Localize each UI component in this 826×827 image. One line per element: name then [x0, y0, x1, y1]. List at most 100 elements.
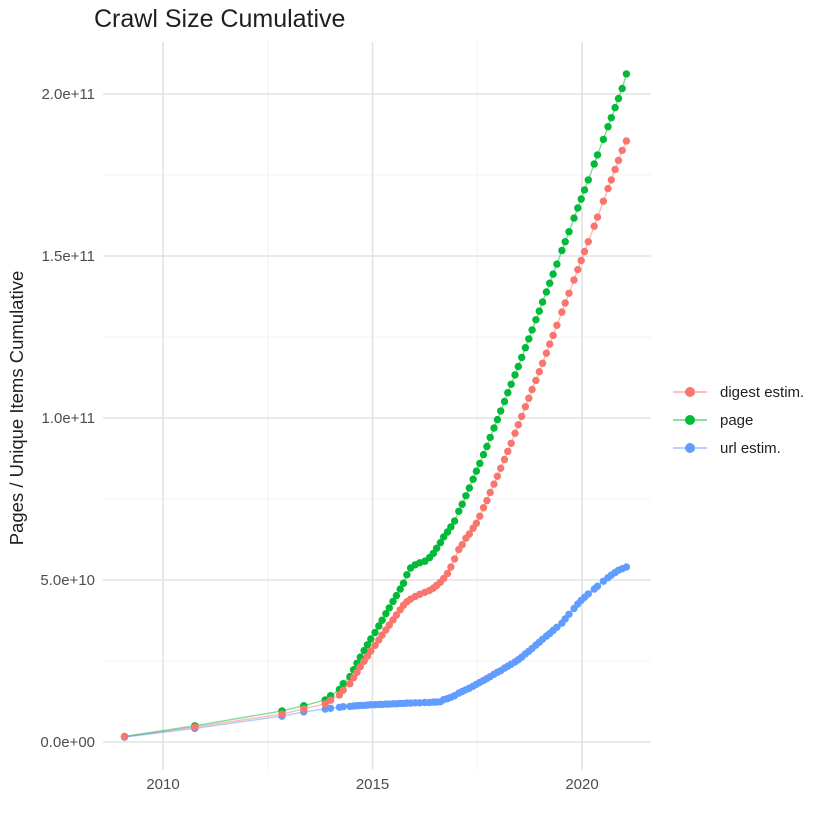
data-point-digestestim: [553, 321, 561, 329]
data-point-page: [561, 238, 569, 246]
data-point-digestestim: [525, 394, 533, 402]
data-point-digestestim: [321, 700, 329, 708]
data-point-digestestim: [476, 512, 484, 520]
data-point-page: [580, 186, 589, 194]
data-point-page: [565, 228, 573, 236]
data-point-urlestim: [553, 623, 561, 631]
data-point-page: [532, 316, 540, 324]
data-point-page: [614, 94, 623, 103]
data-point-urlestim: [584, 590, 592, 598]
data-point-digestestim: [385, 621, 393, 629]
data-point-page: [396, 585, 404, 593]
data-point-page: [528, 326, 536, 334]
data-point-urlestim: [321, 705, 329, 713]
data-point-digestestim: [378, 631, 386, 639]
data-point-digestestim: [607, 176, 615, 184]
data-point-page: [447, 523, 455, 531]
data-point-page: [472, 467, 481, 475]
data-point-digestestim: [472, 519, 481, 527]
data-point-digestestim: [120, 733, 129, 741]
data-point-page: [476, 459, 484, 468]
data-point-digestestim: [599, 197, 608, 205]
data-point-digestestim: [447, 563, 455, 571]
x-axis-tick-label: 2020: [565, 776, 598, 793]
data-point-page: [607, 114, 615, 122]
data-point-page: [584, 176, 592, 184]
data-point-digestestim: [511, 429, 519, 437]
data-point-digestestim: [278, 710, 286, 718]
data-point-page: [611, 103, 619, 112]
legend-item-page: page: [672, 406, 804, 434]
legend-item-url: url estim.: [672, 434, 804, 462]
data-point-digestestim: [497, 464, 505, 472]
data-point-page: [570, 214, 578, 222]
data-point-digestestim: [326, 696, 335, 704]
data-point-urlestim: [326, 704, 335, 712]
data-point-urlestim: [593, 582, 602, 590]
y-axis-tick-label: 0.0e+00: [40, 734, 95, 751]
legend-key-digest: [672, 386, 708, 398]
data-point-page: [507, 380, 515, 388]
data-point-digestestim: [618, 146, 626, 155]
data-point-page: [542, 288, 551, 296]
data-point-page: [382, 610, 390, 618]
x-axis-tick-label: 2015: [356, 776, 389, 793]
data-point-digestestim: [549, 331, 557, 340]
legend-label: digest estim.: [720, 383, 805, 401]
data-point-digestestim: [353, 668, 361, 676]
data-point-page: [432, 544, 441, 552]
legend: digest estim. page url estim.: [672, 378, 804, 462]
data-point-page: [486, 433, 494, 442]
data-point-page: [511, 371, 519, 379]
data-point-digestestim: [580, 247, 589, 256]
data-point-urlestim: [339, 703, 347, 711]
data-point-digestestim: [367, 647, 375, 655]
data-point-page: [490, 424, 498, 432]
data-point-page: [450, 517, 459, 525]
data-point-page: [483, 442, 491, 451]
data-point-digestestim: [558, 308, 566, 316]
data-point-digestestim: [493, 472, 502, 480]
data-point-digestestim: [565, 289, 573, 297]
data-point-digestestim: [479, 504, 488, 512]
series-line-page: [124, 73, 628, 738]
data-point-page: [375, 622, 383, 630]
data-point-page: [455, 507, 463, 515]
data-point-page: [371, 628, 379, 637]
y-axis-tick-label: 2.0e+11: [41, 86, 95, 103]
data-point-digestestim: [392, 611, 401, 619]
data-point-digestestim: [465, 530, 473, 538]
data-point-digestestim: [356, 663, 364, 671]
series-line-urlestim: [124, 566, 627, 738]
data-point-page: [521, 344, 530, 352]
data-point-digestestim: [191, 723, 199, 731]
data-point-urlestim: [622, 563, 631, 571]
data-point-digestestim: [518, 412, 526, 421]
legend-dot-icon: [685, 387, 695, 397]
data-point-digestestim: [546, 340, 554, 348]
legend-item-digest: digest estim.: [672, 378, 804, 406]
data-point-digestestim: [614, 156, 623, 165]
legend-label: page: [720, 411, 754, 429]
data-point-digestestim: [349, 674, 358, 682]
data-point-page: [465, 484, 473, 492]
data-point-page: [546, 279, 554, 287]
data-point-page: [518, 353, 526, 362]
data-point-digestestim: [561, 299, 569, 307]
y-axis-title: Pages / Unique Items Cumulative: [6, 270, 27, 546]
data-point-page: [599, 135, 608, 144]
data-point-page: [514, 362, 522, 371]
data-point-digestestim: [514, 421, 522, 429]
data-point-page: [618, 84, 626, 93]
data-point-digestestim: [500, 455, 509, 464]
data-point-page: [504, 389, 512, 397]
data-point-digestestim: [538, 359, 547, 367]
data-point-digestestim: [577, 256, 585, 265]
data-point-page: [462, 492, 470, 500]
data-point-digestestim: [542, 349, 551, 357]
data-point-digestestim: [622, 137, 631, 145]
data-point-digestestim: [584, 238, 592, 246]
chart-title: Crawl Size Cumulative: [94, 5, 346, 33]
